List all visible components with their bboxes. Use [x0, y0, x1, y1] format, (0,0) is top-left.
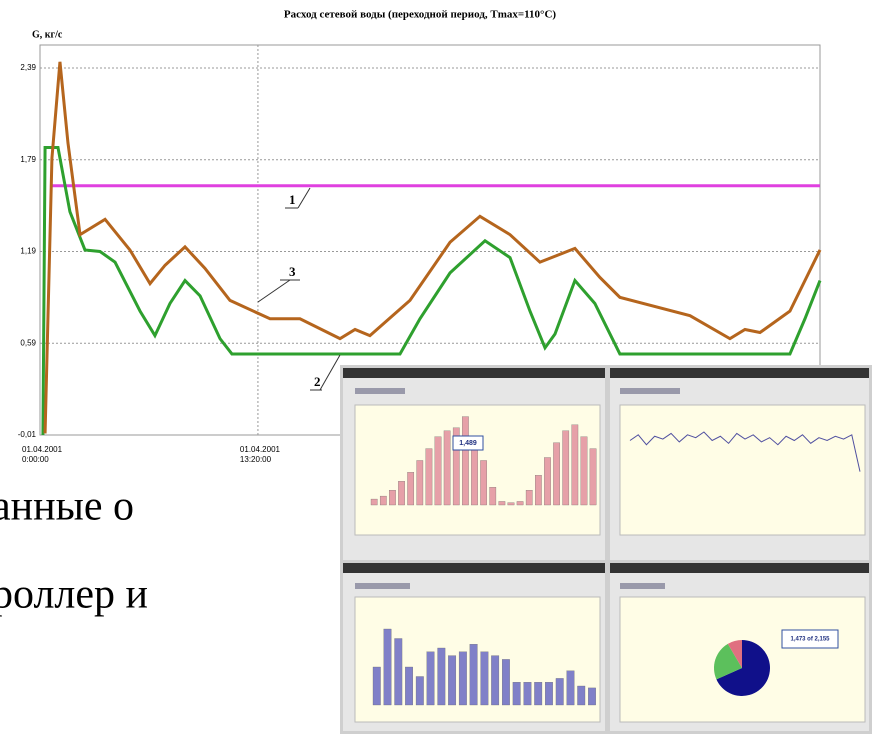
mini-bar	[563, 431, 569, 505]
caption-line: роллер и	[0, 572, 148, 618]
mini-plot	[620, 405, 865, 535]
mini-bar	[389, 490, 395, 505]
mini-bar	[590, 449, 596, 505]
y-tick-label: 1,79	[20, 155, 36, 164]
mini-bar	[384, 629, 392, 705]
mini-bar	[444, 431, 450, 505]
panel-header	[610, 563, 869, 573]
value-label: 1,489	[459, 440, 477, 447]
chart: Расход сетевой воды (переходной период, …	[0, 0, 872, 734]
mini-bar	[395, 639, 403, 706]
mini-bar	[373, 667, 381, 705]
mini-bar	[448, 656, 456, 705]
mini-bar	[462, 417, 468, 505]
series-annotation: 3	[289, 264, 296, 279]
link-row	[355, 583, 410, 589]
link-row	[620, 388, 680, 394]
mini-bar	[535, 475, 541, 505]
mini-bar	[556, 678, 564, 705]
mini-bar	[481, 652, 489, 705]
y-tick-label: 1,19	[20, 247, 36, 256]
mini-bar	[470, 644, 478, 705]
mini-bar	[513, 682, 521, 705]
mini-bar	[553, 443, 559, 505]
mini-bar	[588, 688, 596, 705]
y-tick-label: 2,39	[20, 63, 36, 72]
link-row	[620, 583, 665, 589]
mini-bar	[438, 648, 446, 705]
mini-bar	[491, 656, 499, 705]
mini-bar	[427, 652, 435, 705]
series-annotation: 1	[289, 192, 296, 207]
mini-bar	[371, 499, 377, 505]
y-tick-label: 0,59	[20, 338, 36, 347]
y-axis-label: G, кг/с	[32, 29, 63, 40]
mini-bar	[517, 501, 523, 505]
link-row	[355, 388, 405, 394]
y-tick-label: -0,01	[18, 430, 37, 439]
mini-bar	[417, 460, 423, 505]
caption-line: анные о	[0, 484, 134, 530]
value-label: 1,473 of 2,155	[790, 637, 830, 643]
mini-bar	[499, 501, 505, 505]
mini-bar	[426, 449, 432, 505]
mini-bar	[407, 472, 413, 505]
mini-bar	[459, 652, 467, 705]
series-annotation: 2	[314, 374, 321, 389]
mini-bar	[405, 667, 413, 705]
mini-bar	[435, 437, 441, 505]
mini-bar	[524, 682, 532, 705]
mini-bar	[567, 671, 575, 705]
panel-header	[610, 368, 869, 378]
panel-header	[343, 563, 605, 573]
panel-header	[343, 368, 605, 378]
mini-bar	[416, 677, 424, 706]
mini-bar	[398, 481, 404, 505]
mini-bar	[545, 682, 553, 705]
mini-bar	[572, 425, 578, 505]
chart-title: Расход сетевой воды (переходной период, …	[284, 9, 556, 21]
mini-bar	[544, 458, 550, 506]
mini-bar	[581, 437, 587, 505]
mini-bar	[534, 682, 542, 705]
mini-bar	[502, 659, 510, 705]
page: Расход сетевой воды (переходной период, …	[0, 0, 872, 734]
mini-bar	[526, 490, 532, 505]
mini-bar	[508, 503, 514, 505]
mini-bar	[577, 686, 585, 705]
mini-bar	[490, 487, 496, 505]
mini-bar	[380, 496, 386, 505]
mini-bar	[480, 460, 486, 505]
